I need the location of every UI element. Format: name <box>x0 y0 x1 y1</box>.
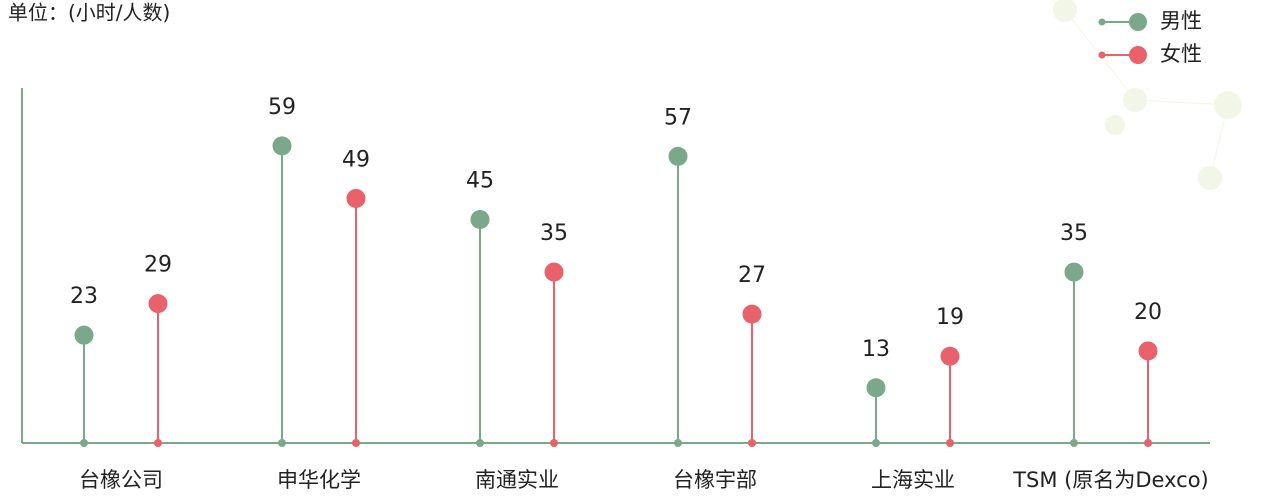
value-label: 13 <box>862 337 890 362</box>
legend-small-dot <box>1098 51 1106 59</box>
value-label: 45 <box>466 168 494 193</box>
value-label: 49 <box>342 147 370 172</box>
legend-dot <box>1129 13 1147 31</box>
legend-label: 男性 <box>1160 9 1202 33</box>
chart-title: 单位：(小时/人数) <box>8 1 170 25</box>
value-label: 35 <box>540 221 568 246</box>
value-label: 59 <box>268 95 296 120</box>
base-dot <box>1144 439 1152 447</box>
x-tick-label: 台橡公司 <box>79 468 163 492</box>
x-tick-label: 申华化学 <box>277 468 361 492</box>
base-dot <box>674 439 682 447</box>
dot <box>470 209 490 229</box>
background-decoration <box>1053 0 1242 190</box>
base-dot <box>80 439 88 447</box>
base-dot <box>352 439 360 447</box>
dot <box>346 188 366 208</box>
x-tick-label: 上海实业 <box>871 468 955 492</box>
x-tick-label: 台橡宇部 <box>673 468 757 492</box>
dot <box>544 262 564 282</box>
base-dot <box>278 439 286 447</box>
value-label: 35 <box>1060 221 1088 246</box>
value-label: 23 <box>70 284 98 309</box>
base-dot <box>550 439 558 447</box>
dot <box>668 146 688 166</box>
value-label: 57 <box>664 105 692 130</box>
value-label: 27 <box>738 263 766 288</box>
value-label: 19 <box>936 305 964 330</box>
base-dot <box>476 439 484 447</box>
legend-label: 女性 <box>1160 42 1202 66</box>
legend-small-dot <box>1098 18 1106 26</box>
dot <box>1138 341 1158 361</box>
x-tick-label: 南通实业 <box>475 468 559 492</box>
dot <box>742 304 762 324</box>
base-dot <box>872 439 880 447</box>
dot <box>940 346 960 366</box>
dot <box>272 136 292 156</box>
base-dot <box>946 439 954 447</box>
dot <box>866 378 886 398</box>
dot <box>148 294 168 314</box>
base-dot <box>1070 439 1078 447</box>
x-tick-label: TSM (原名为Dexco) <box>1012 468 1209 492</box>
dot <box>74 325 94 345</box>
value-label: 20 <box>1134 300 1162 325</box>
legend-dot <box>1129 46 1147 64</box>
dot <box>1064 262 1084 282</box>
value-label: 29 <box>144 253 172 278</box>
base-dot <box>154 439 162 447</box>
base-dot <box>748 439 756 447</box>
